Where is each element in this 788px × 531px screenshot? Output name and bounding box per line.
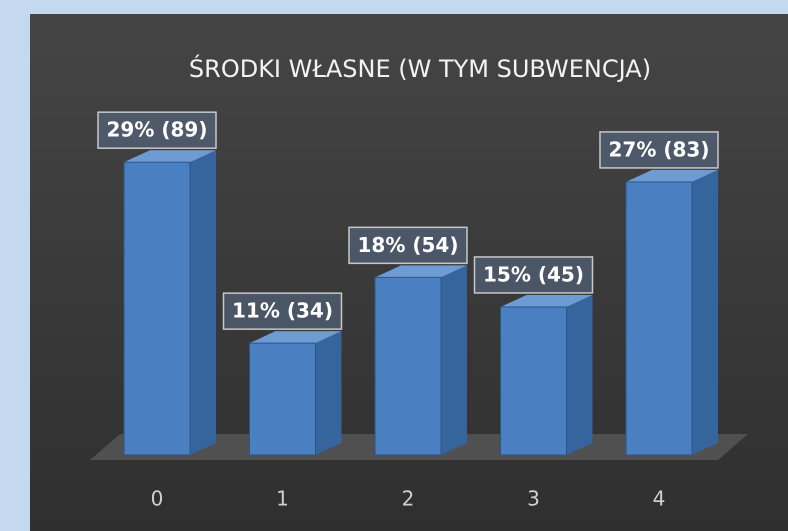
bar-top	[500, 294, 593, 307]
data-label: 18% (54)	[358, 233, 459, 257]
x-tick-label: 1	[276, 487, 289, 511]
data-label-box	[348, 226, 468, 265]
bar	[625, 181, 693, 456]
bar-top	[375, 265, 467, 278]
data-label-box	[599, 131, 719, 169]
bar-side	[190, 150, 216, 455]
bar	[374, 276, 442, 456]
bar	[123, 161, 191, 456]
x-tick-label: 2	[402, 487, 415, 511]
bar-side	[566, 294, 593, 455]
data-label: 29% (89)	[107, 118, 208, 142]
bar-side	[692, 169, 718, 455]
x-tick-label: 3	[527, 487, 540, 511]
bar-top	[124, 150, 216, 163]
bar	[500, 306, 567, 456]
data-label-box	[97, 111, 217, 149]
x-tick-label: 0	[151, 487, 164, 511]
x-tick-label: 4	[653, 487, 666, 511]
chart-title: ŚRODKI WŁASNE (W TYM SUBWENCJA)	[189, 53, 651, 83]
bar-side	[315, 331, 342, 455]
bar-top	[626, 169, 718, 182]
data-label: 11% (34)	[232, 299, 333, 323]
data-label: 27% (83)	[609, 137, 710, 161]
bar	[249, 342, 316, 456]
data-label-box	[473, 256, 594, 294]
data-label: 15% (45)	[483, 262, 584, 286]
data-label-box	[222, 292, 343, 330]
bar-top	[249, 331, 342, 344]
bar-side	[441, 265, 467, 455]
